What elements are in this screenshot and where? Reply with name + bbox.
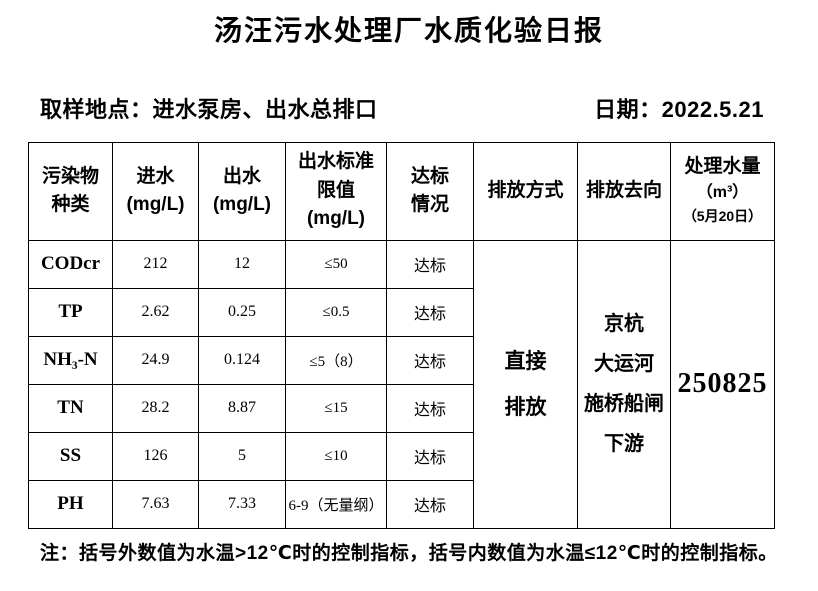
table-row-nh3n: NH₃-N 24.9 0.124 ≤5（8） 达标	[28, 335, 775, 385]
header-line: 排放方式	[487, 179, 564, 201]
outflow-cell: 0.25	[198, 287, 286, 337]
table-row-ph: PH 7.63 7.33 6-9（无量纲） 达标	[28, 479, 775, 529]
header-line: 限值	[316, 179, 355, 201]
meta-row: 取样地点：进水泵房、出水总排口 日期：2022.5.21	[40, 92, 764, 124]
discharge-destination-cell: 京杭 大运河 施桥船闸 下游	[577, 239, 671, 529]
limit-cell: 6-9（无量纲）	[285, 479, 387, 529]
status-cell: 达标	[386, 431, 474, 481]
pollutant-cell: NH₃-N	[28, 335, 113, 385]
header-row: 污染物 种类 进水 (mg/L) 出水 (mg/L) 出水标准 限值 (mg/L…	[28, 141, 775, 241]
col-header-outflow: 出水 (mg/L)	[198, 141, 286, 241]
water-quality-table: 污染物 种类 进水 (mg/L) 出水 (mg/L) 出水标准 限值 (mg/L…	[28, 141, 775, 529]
col-header-discharge-method: 排放方式	[473, 141, 578, 241]
table-row-tp: TP 2.62 0.25 ≤0.5 达标	[28, 287, 775, 337]
report-title: 汤汪污水处理厂水质化验日报	[213, 15, 604, 46]
discharge-destination-line: 大运河	[594, 353, 654, 376]
outflow-cell: 7.33	[198, 479, 286, 529]
status-cell: 达标	[386, 239, 474, 289]
inflow-cell: 7.63	[112, 479, 199, 529]
inflow-cell: 212	[112, 239, 199, 289]
header-line: 出水标准	[297, 151, 374, 173]
limit-cell: ≤0.5	[285, 287, 387, 337]
header-line: 污染物	[41, 165, 99, 187]
header-line: 达标	[410, 165, 449, 187]
status-cell: 达标	[386, 335, 474, 385]
header-line: 进水	[136, 165, 175, 187]
limit-cell: ≤50	[285, 239, 387, 289]
inflow-cell: 2.62	[112, 287, 199, 337]
col-header-discharge-destination: 排放去向	[577, 141, 671, 241]
header-line-date: （5月20日）	[682, 208, 763, 225]
treated-volume-cell: 250825	[670, 239, 775, 529]
pollutant-cell: SS	[28, 431, 113, 481]
inflow-cell: 28.2	[112, 383, 199, 433]
header-line: 排放去向	[585, 179, 662, 201]
outflow-cell: 0.124	[198, 335, 286, 385]
col-header-outflow-standard-limit: 出水标准 限值 (mg/L)	[285, 141, 387, 241]
inflow-cell: 126	[112, 431, 199, 481]
report-date: 日期：2022.5.21	[594, 96, 764, 122]
header-line-unit: （m³）	[696, 184, 749, 202]
status-cell: 达标	[386, 383, 474, 433]
discharge-method-cell: 直接 排放	[473, 239, 578, 529]
col-header-pollutant-type: 污染物 种类	[28, 141, 113, 241]
inflow-cell: 24.9	[112, 335, 199, 385]
header-line: 种类	[51, 194, 90, 216]
limit-cell: ≤5（8）	[285, 335, 387, 385]
discharge-method-line: 排放	[504, 395, 547, 419]
report-page: 汤汪污水处理厂水质化验日报 取样地点：进水泵房、出水总排口 日期：2022.5.…	[0, 14, 818, 591]
col-header-treated-volume: 处理水量 （m³） （5月20日）	[670, 141, 775, 241]
table-row-tn: TN 28.2 8.87 ≤15 达标	[28, 383, 775, 433]
discharge-destination-line: 下游	[604, 433, 644, 456]
status-cell: 达标	[386, 287, 474, 337]
limit-cell: ≤10	[285, 431, 387, 481]
header-line: (mg/L)	[126, 194, 185, 216]
status-cell: 达标	[386, 479, 474, 529]
header-line: (mg/L)	[306, 208, 366, 230]
header-line: 情况	[410, 194, 449, 216]
pollutant-cell: CODcr	[28, 239, 113, 289]
header-line: (mg/L)	[212, 194, 272, 216]
footnote: 注：括号外数值为水温>12℃时的控制指标，括号内数值为水温≤12℃时的控制指标。	[40, 542, 778, 564]
outflow-cell: 12	[198, 239, 286, 289]
discharge-destination-line: 京杭	[604, 313, 644, 336]
table-row-ss: SS 126 5 ≤10 达标	[28, 431, 775, 481]
limit-cell: ≤15	[285, 383, 387, 433]
col-header-inflow: 进水 (mg/L)	[112, 141, 199, 241]
header-line: 处理水量	[684, 155, 761, 177]
discharge-method-line: 直接	[504, 349, 547, 373]
outflow-cell: 8.87	[198, 383, 286, 433]
pollutant-cell: TP	[28, 287, 113, 337]
table-row-codcr: CODcr 212 12 ≤50 达标 直接 排放 京杭 大运河 施桥船闸 下游…	[28, 239, 775, 529]
col-header-compliance-status: 达标 情况	[386, 141, 474, 241]
sampling-location: 取样地点：进水泵房、出水总排口	[40, 96, 378, 122]
discharge-destination-line: 施桥船闸	[584, 393, 664, 416]
pollutant-cell: TN	[28, 383, 113, 433]
outflow-cell: 5	[198, 431, 286, 481]
pollutant-cell: PH	[28, 479, 113, 529]
header-line: 出水	[222, 165, 261, 187]
